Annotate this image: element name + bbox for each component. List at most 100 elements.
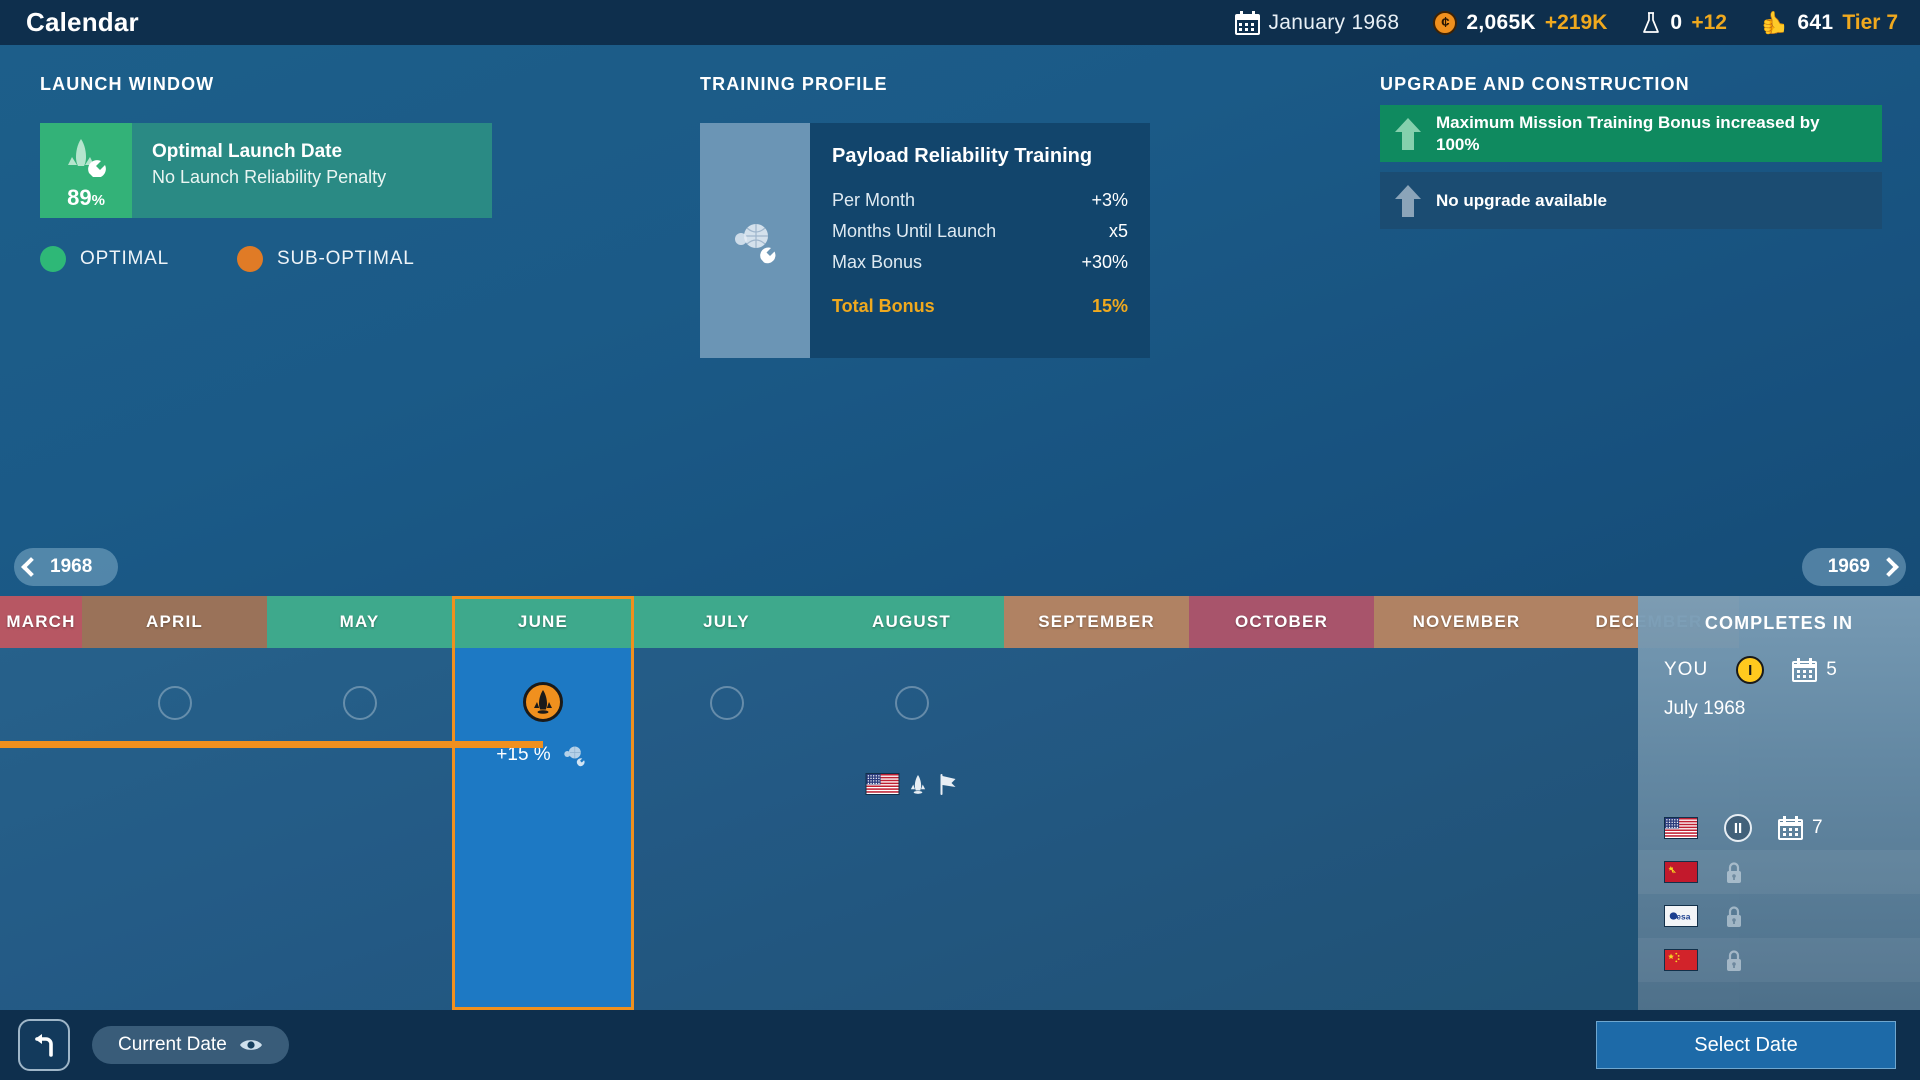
upgrade-card-empty[interactable]: No upgrade available — [1380, 172, 1882, 229]
month-header-august[interactable]: AUGUST — [819, 596, 1004, 648]
completes-in-title: COMPLETES IN — [1704, 613, 1854, 633]
completes-in-rival-row[interactable]: II 7 — [1638, 806, 1920, 850]
hud-funds-value: 2,065K — [1466, 10, 1536, 34]
china-flag — [1664, 949, 1698, 971]
launch-window-title: Optimal Launch Date — [152, 141, 343, 162]
completes-in-panel: COMPLETES IN YOU I 5 July 1968 II 7 esa — [1638, 596, 1920, 1010]
training-total-value: 15% — [1091, 296, 1128, 316]
month-label: OCTOBER — [1234, 612, 1329, 631]
back-arrow-icon — [35, 1034, 53, 1057]
launch-window-badge: 89% — [40, 123, 132, 218]
legend-item-suboptimal: SUB-OPTIMAL — [237, 246, 415, 272]
rocket-icon — [910, 774, 925, 794]
launch-track-line — [0, 741, 543, 748]
lock-icon — [1727, 905, 1741, 927]
month-header-april[interactable]: APRIL — [82, 596, 267, 648]
month-header-november[interactable]: NOVEMBER — [1374, 596, 1559, 648]
hud-science-value: 0 — [1670, 10, 1683, 34]
month-column-october[interactable] — [1189, 648, 1374, 1010]
month-slot-circle[interactable] — [894, 686, 929, 720]
upgrade-icon-wrap — [1380, 117, 1436, 151]
calendar-icon — [1792, 658, 1818, 682]
completes-in-you-date: July 1968 — [1664, 698, 1746, 719]
tier-badge-rival: II — [1724, 814, 1752, 842]
select-date-button[interactable]: Select Date — [1596, 1021, 1896, 1069]
training-total-label: Total Bonus — [832, 296, 935, 316]
month-label: JULY — [703, 612, 750, 631]
launch-window-percent: 89% — [67, 185, 105, 210]
training-row-value: +30% — [1081, 252, 1128, 272]
month-column-may[interactable] — [267, 648, 452, 1010]
us-flag — [865, 773, 899, 795]
month-slot-circle[interactable] — [157, 686, 192, 720]
mission-event-marker[interactable] — [865, 773, 958, 795]
current-date-label: Current Date — [118, 1034, 227, 1055]
month-header-may[interactable]: MAY — [267, 596, 452, 648]
hud-funds: ¢ 2,065K +219K — [1433, 10, 1608, 35]
calendar-timeline: MARCH APRIL MAY JUNE JULY AUGUST SEPTEMBER OCTO… — [0, 596, 1920, 1010]
legend-item-optimal: OPTIMAL — [40, 246, 169, 272]
us-flag — [1664, 817, 1698, 839]
page-title: Calendar — [26, 7, 139, 37]
month-header-june[interactable]: JUNE — [452, 596, 634, 648]
svg-text:esa: esa — [1676, 912, 1690, 922]
completes-in-rival-row[interactable] — [1638, 850, 1920, 894]
year-next-button[interactable]: 1969 — [1801, 548, 1906, 586]
month-label: SEPTEMBER — [1038, 612, 1155, 631]
top-bar: Calendar January 1968 ¢ 2,065K +219K 0 +… — [0, 0, 1920, 45]
month-body-row: +15 % — [0, 648, 1920, 1010]
bonus-value: +15 % — [496, 744, 551, 765]
launch-marker[interactable] — [523, 682, 563, 722]
month-column-september[interactable] — [1004, 648, 1189, 1010]
hud-funds-delta: +219K — [1544, 10, 1608, 34]
training-profile-row: Max Bonus +30% — [832, 252, 1128, 273]
upgrade-icon-wrap — [1380, 184, 1436, 218]
hud-science: 0 +12 — [1641, 11, 1727, 35]
month-header-july[interactable]: JULY — [634, 596, 819, 648]
launch-window-card: 89% Optimal Launch Date No Launch Reliab… — [40, 123, 492, 218]
month-column-april[interactable] — [82, 648, 267, 1010]
capsule-wrench-icon — [735, 223, 776, 263]
training-profile-heading: TRAINING PROFILE — [700, 74, 888, 94]
calendar-icon — [1234, 10, 1260, 35]
thumbs-up-icon: 👍 — [1760, 9, 1789, 35]
month-header-march[interactable]: MARCH — [0, 596, 82, 648]
month-column-november[interactable] — [1374, 648, 1559, 1010]
training-profile-thumbnail — [700, 123, 810, 358]
hud-reputation-tier: Tier 7 — [1842, 10, 1898, 34]
completes-in-you-countdown: 5 — [1792, 658, 1837, 682]
month-column-fill — [0, 648, 82, 1010]
completes-in-rival-row[interactable] — [1638, 938, 1920, 982]
month-column-june[interactable]: +15 % — [452, 648, 634, 1010]
month-label: MARCH — [6, 612, 76, 631]
rival-countdown: 7 — [1778, 816, 1823, 840]
arrow-up-icon — [1395, 184, 1421, 217]
month-label: AUGUST — [872, 612, 951, 631]
launch-window-legend: OPTIMAL SUB-OPTIMAL — [40, 246, 500, 272]
training-profile-card[interactable]: Payload Reliability Training Per Month +… — [700, 123, 1150, 358]
training-profile-row: Months Until Launch x5 — [832, 221, 1128, 242]
year-next-label: 1969 — [1827, 556, 1870, 577]
upgrade-card-active[interactable]: Maximum Mission Training Bonus increased… — [1380, 105, 1882, 162]
bottom-bar: Current Date Select Date — [0, 1010, 1920, 1080]
month-header-october[interactable]: OCTOBER — [1189, 596, 1374, 648]
legend-label-optimal: OPTIMAL — [80, 248, 170, 269]
training-row-label: Months Until Launch — [832, 221, 997, 241]
month-slot-circle[interactable] — [709, 686, 744, 720]
current-date-button[interactable]: Current Date — [92, 1026, 289, 1064]
back-button[interactable] — [18, 1019, 70, 1071]
month-slot-circle[interactable] — [342, 686, 377, 720]
rocket-wrench-icon — [68, 139, 106, 177]
training-row-value: +3% — [1091, 190, 1128, 210]
capsule-wrench-icon — [564, 746, 585, 767]
month-column-march[interactable] — [0, 648, 82, 1010]
year-prev-button[interactable]: 1968 — [14, 548, 119, 586]
month-column-july[interactable] — [634, 648, 819, 1010]
rocket-icon — [534, 690, 552, 714]
completes-in-you-label: YOU — [1664, 659, 1709, 680]
legend-dot-suboptimal — [237, 246, 264, 272]
month-header-september[interactable]: SEPTEMBER — [1004, 596, 1189, 648]
month-column-august[interactable] — [819, 648, 1004, 1010]
legend-label-suboptimal: SUB-OPTIMAL — [277, 248, 415, 269]
completes-in-rival-row[interactable]: esa — [1638, 894, 1920, 938]
